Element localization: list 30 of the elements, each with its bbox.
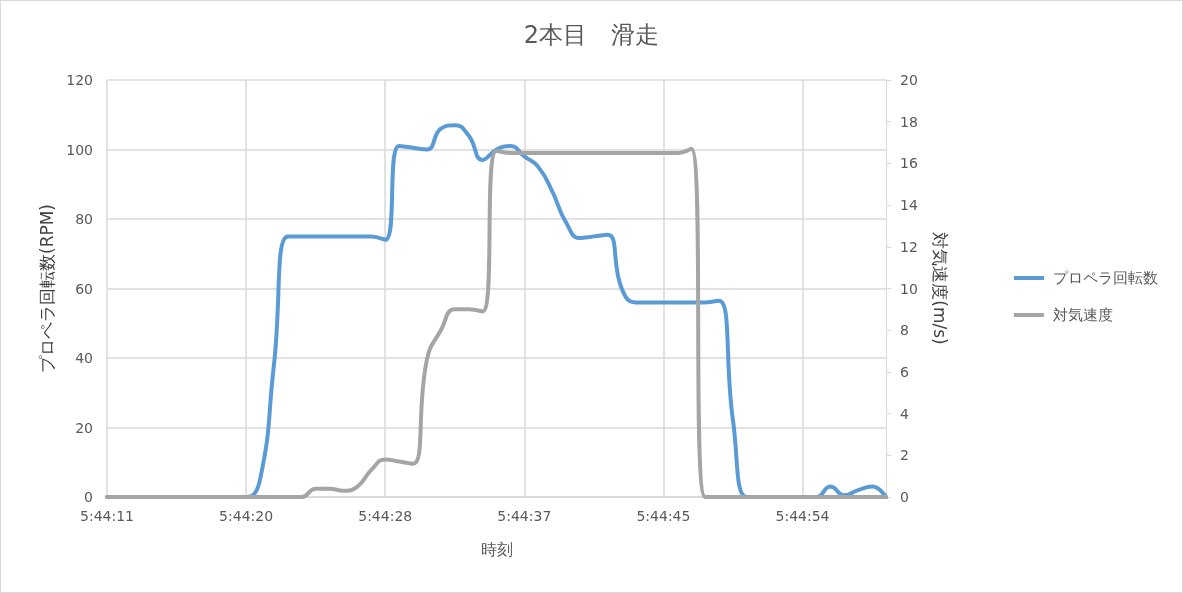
- y2-tick-label: 10: [900, 280, 918, 297]
- y2-tick-label: 6: [900, 363, 909, 380]
- x-tick-label: 5:44:28: [358, 508, 413, 524]
- y-axis-title: プロペラ回転数(RPM): [36, 204, 57, 373]
- y2-tick-label: 16: [900, 155, 918, 172]
- x-tick-label: 5:44:37: [497, 508, 552, 524]
- y2-tick-label: 8: [900, 322, 909, 339]
- x-tick-label: 5:44:54: [775, 508, 830, 524]
- x-tick-label: 5:44:45: [636, 508, 691, 524]
- legend-label: プロペラ回転数: [1053, 269, 1158, 287]
- y2-tick-label: 14: [900, 197, 918, 214]
- y-tick-label: 80: [75, 211, 93, 227]
- x-tick-label: 5:44:20: [219, 508, 274, 524]
- y2-tick-label: 0: [900, 489, 909, 505]
- y2-tick-label: 2: [900, 447, 909, 464]
- x-axis-title: 時刻: [480, 539, 513, 559]
- y-tick-label: 120: [66, 72, 93, 88]
- y-tick-label: 60: [75, 280, 93, 297]
- y-tick-label: 0: [84, 489, 93, 505]
- legend-label: 対気速度: [1053, 306, 1113, 324]
- y2-tick-label: 4: [900, 405, 909, 422]
- y-tick-label: 100: [66, 141, 93, 158]
- y2-tick-label: 18: [900, 113, 918, 130]
- x-tick-label: 5:44:11: [80, 508, 134, 524]
- y2-tick-label: 20: [900, 72, 918, 88]
- y-tick-label: 40: [75, 350, 93, 366]
- y2-tick-label: 12: [900, 238, 918, 255]
- y2-axis-title: 対気速度(m/s): [929, 232, 950, 345]
- chart-title: 2本目 滑走: [523, 21, 660, 49]
- y-tick-label: 20: [75, 419, 93, 436]
